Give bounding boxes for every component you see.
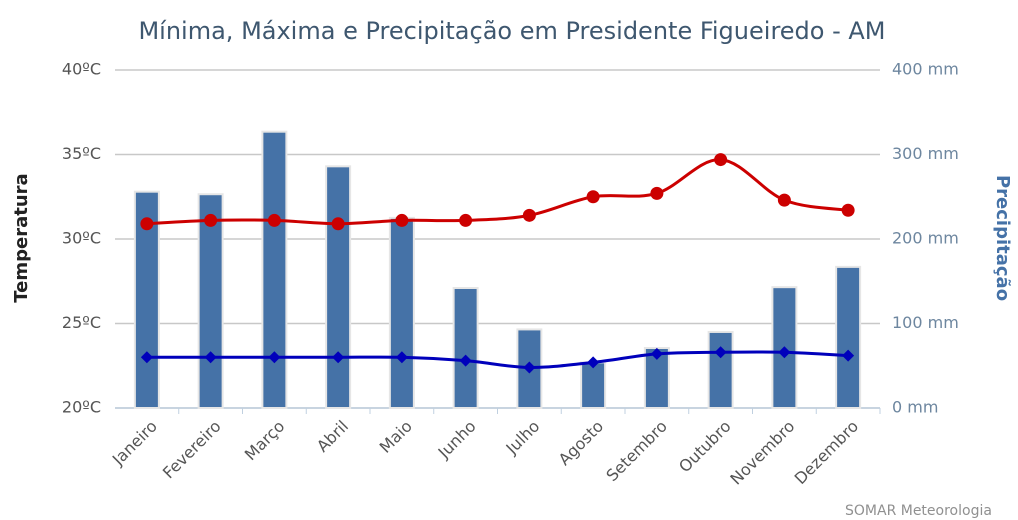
marker (778, 346, 791, 359)
marker (777, 193, 791, 207)
marker (268, 351, 281, 364)
x-tick-label: Janeiro (108, 417, 161, 470)
y-tick-label: 35ºC (62, 144, 101, 163)
y2-axis-label: Precipitação (992, 175, 1013, 301)
marker (140, 351, 153, 364)
y-axis-label: Temperatura (11, 173, 32, 302)
y2-tick-label: 0 mm (892, 398, 938, 417)
marker (204, 351, 217, 364)
x-tick-label: Julho (502, 417, 544, 459)
marker (332, 351, 345, 364)
bar (261, 130, 288, 409)
marker (459, 213, 473, 227)
marker (650, 347, 663, 360)
marker (842, 349, 855, 362)
marker (204, 213, 218, 227)
y2-tick-label: 300 mm (892, 144, 959, 163)
marker (714, 346, 727, 359)
marker (587, 356, 600, 369)
y2-tick-label: 200 mm (892, 229, 959, 248)
marker (395, 213, 409, 227)
marker (267, 213, 281, 227)
x-tick-label: Março (241, 417, 289, 465)
bar (707, 330, 734, 410)
bar (835, 265, 862, 410)
y2-tick-label: 100 mm (892, 313, 959, 332)
y-tick-label: 20ºC (62, 398, 101, 417)
credit: SOMAR Meteorologia (845, 503, 992, 519)
marker (650, 186, 664, 200)
bar (325, 165, 352, 409)
x-tick-label: Outubro (675, 417, 735, 477)
y2-tick-label: 400 mm (892, 60, 959, 79)
marker (523, 361, 536, 374)
marker (841, 203, 855, 217)
marker (586, 190, 600, 204)
line (146, 158, 849, 226)
x-tick-label: Maio (376, 417, 416, 457)
x-tick-label: Fevereiro (159, 417, 225, 483)
marker (522, 208, 536, 222)
x-tick-label: Dezembro (791, 417, 863, 489)
line (146, 350, 849, 369)
x-tick-label: Novembro (726, 417, 798, 489)
bar (580, 361, 607, 409)
chart-title: Mínima, Máxima e Precipitação em Preside… (138, 17, 885, 45)
y-tick-label: 25ºC (62, 313, 101, 332)
marker (714, 153, 728, 167)
x-tick-label: Agosto (555, 417, 608, 470)
y-tick-label: 40ºC (62, 60, 101, 79)
x-tick-label: Junho (434, 417, 480, 463)
x-tick-label: Abril (313, 417, 352, 456)
x-tick-label: Setembro (602, 417, 671, 486)
marker (395, 351, 408, 364)
marker (459, 354, 472, 367)
marker (331, 217, 345, 231)
y-tick-label: 30ºC (62, 229, 101, 248)
bar (388, 216, 415, 409)
bar (133, 190, 160, 409)
bar (452, 287, 479, 410)
marker (140, 217, 154, 231)
bar (197, 193, 224, 409)
